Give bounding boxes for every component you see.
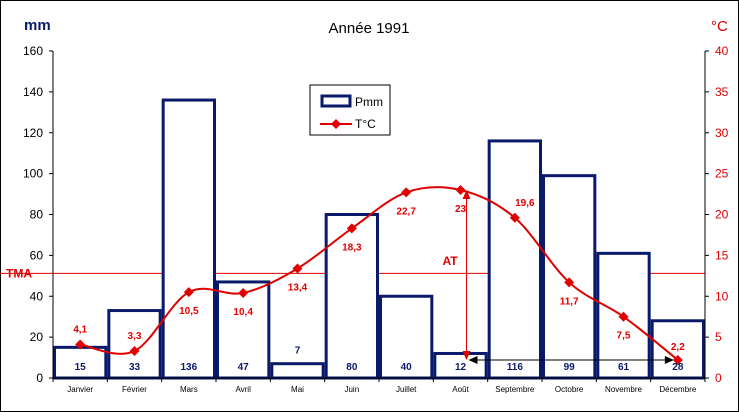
temperature-point [75,339,86,350]
temperature-point [183,287,194,298]
precip-bar [487,139,542,380]
temperature-data-label: 10,5 [179,306,199,317]
temperature-data-label: 23 [455,204,467,215]
category-label: Juin [344,385,359,394]
legend-marker-swatch [331,119,341,129]
precip-data-label: 7 [295,346,301,357]
right-tick-label: 15 [715,248,729,262]
at-label: AT [443,254,459,268]
range-arrow-head-right [664,356,674,365]
left-tick-label: 40 [30,289,44,303]
right-tick-label: 0 [715,371,722,385]
precip-bar [161,98,217,380]
right-tick-label: 10 [715,289,729,303]
precip-bar [324,213,379,380]
precip-data-label: 15 [75,362,87,373]
right-tick-label: 20 [715,208,729,222]
category-label: Août [452,385,469,394]
left-tick-label: 20 [30,330,44,344]
temperature-data-label: 10,4 [233,307,253,318]
temperature-data-label: 3,3 [128,331,142,342]
left-tick-label: 60 [30,248,44,262]
left-tick-label: 80 [30,208,44,222]
precip-data-label: 40 [401,362,413,373]
temperature-data-label: 13,4 [288,282,308,293]
legend-label-temp: T°C [355,117,376,131]
chart-title: Année 1991 [329,20,410,37]
left-tick-label: 120 [23,126,43,140]
temperature-point [564,277,575,288]
precip-data-label: 28 [672,362,684,373]
line-layer [75,184,683,366]
left-tick-label: 140 [23,85,43,99]
temperature-point [509,212,520,223]
right-tick-label: 30 [715,126,729,140]
category-label: Avril [235,385,251,394]
temperature-point [672,355,683,366]
bars-layer [53,98,706,380]
precip-bar [379,294,434,380]
left-tick-label: 160 [23,44,43,58]
category-label: Janvier [67,385,93,394]
precip-data-label: 136 [180,362,197,373]
category-label: Décembre [659,385,696,394]
range-arrow-head-left [468,356,478,365]
legend-label-pmm: Pmm [355,95,383,109]
at-arrow-head-up [462,189,471,199]
category-label: Juillet [396,385,417,394]
temperature-point [618,311,629,322]
category-label: Février [122,385,147,394]
axes-layer: 0 20 40 60 80 100 120 140 160 0 5 10 15 20 25 30 35 40 Jan… [23,44,729,394]
temperature-point [238,287,249,298]
precip-data-label: 80 [346,362,358,373]
temperature-data-label: 11,7 [560,296,579,307]
temperature-line [79,186,679,361]
temperature-data-label: 7,5 [617,331,631,342]
precip-bar [433,351,488,380]
right-tick-label: 35 [715,85,729,99]
legend-box [309,84,391,136]
temperature-data-label: 19,6 [515,198,535,209]
left-tick-label: 0 [36,371,43,385]
precip-data-label: 12 [455,362,467,373]
temperature-point [129,346,140,357]
temperature-point [292,263,303,274]
right-axis-unit: °C [711,18,728,35]
precip-data-label: 99 [564,362,576,373]
precip-data-label: 33 [129,362,141,373]
left-tick-label: 100 [23,167,43,181]
labels-layer: 15 33 136 47 7 80 40 12 116 99 61 28 4,1 3,3 10,5 10,4 1… [73,198,685,373]
temperature-point [401,187,412,198]
at-arrow-head-down [462,351,471,361]
temperature-data-label: 18,3 [342,242,362,253]
right-tick-label: 25 [715,167,729,181]
category-label: Septembre [495,385,535,394]
temperature-point [346,223,357,234]
tma-label: TMA [6,266,32,280]
category-label: Novembre [605,385,642,394]
precip-bar [270,362,325,380]
temperature-data-label: 4,1 [73,324,87,335]
legend: Pmm T°C [309,84,391,136]
annotation-layer [462,189,674,365]
category-label: Mai [291,385,304,394]
temperature-data-label: 2,2 [671,342,685,353]
precip-data-label: 116 [507,362,524,373]
precip-data-label: 47 [238,362,250,373]
right-tick-label: 5 [715,330,722,344]
temperature-point [455,184,466,195]
precip-bar [596,251,651,380]
category-label: Octobre [555,385,584,394]
temperature-data-label: 22,7 [396,206,416,217]
precip-bar [53,345,108,380]
precip-bar [542,174,597,380]
precip-data-label: 61 [618,362,630,373]
left-axis-unit: mm [24,17,51,34]
right-tick-label: 40 [715,44,729,58]
legend-bar-swatch [320,94,352,108]
precip-bar [650,319,706,380]
category-label: Mars [180,385,198,394]
